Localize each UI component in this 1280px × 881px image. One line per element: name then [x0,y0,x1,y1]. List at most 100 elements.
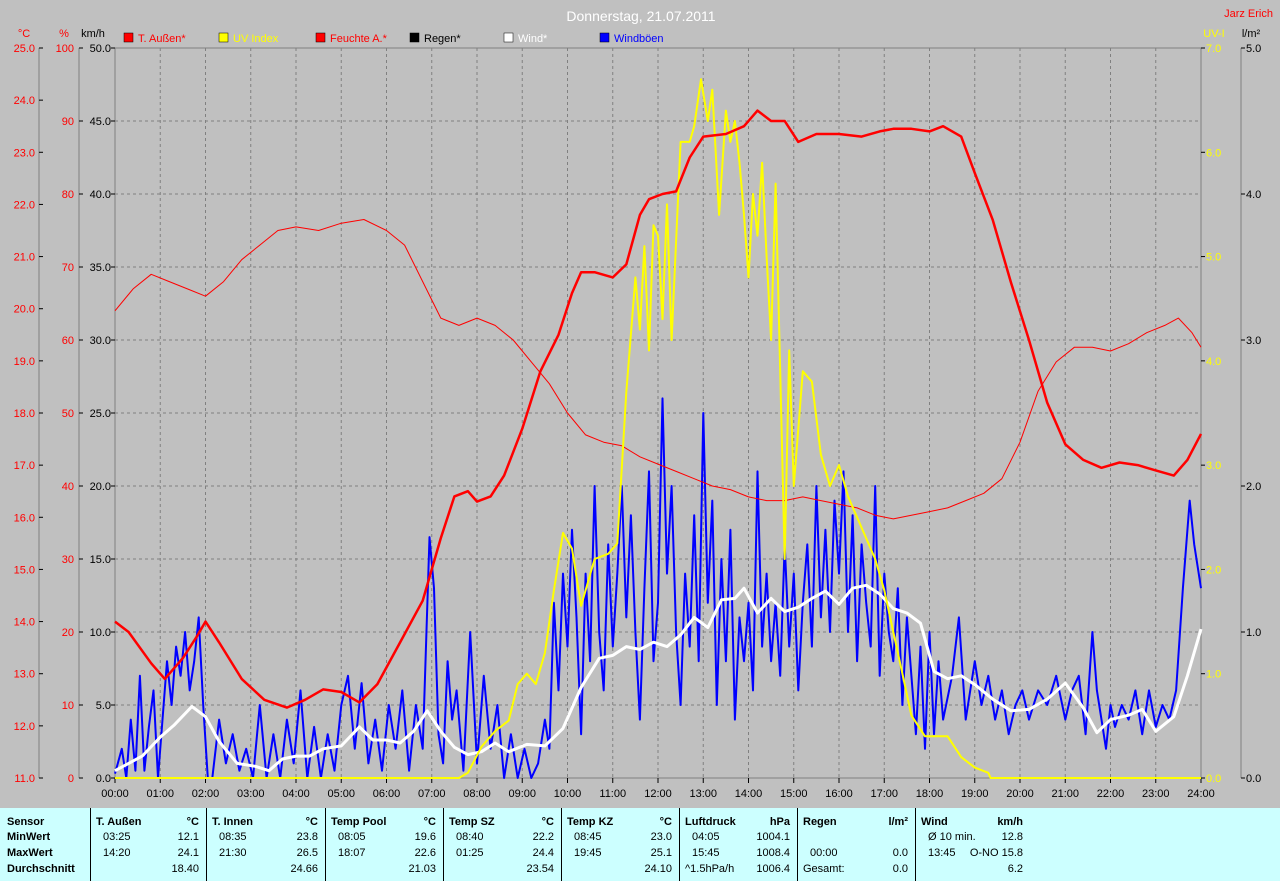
x-tick-label: 11:00 [599,788,626,800]
stats-avg-value: 0.0 [892,863,908,875]
x-tick-label: 20:00 [1006,788,1034,800]
stats-header-column: Sensor MinWert MaxWert Durchschnitt [0,808,90,881]
stats-column-unit: l/m² [888,816,908,828]
stats-header-max: MaxWert [7,847,53,859]
stats-panel: Sensor MinWert MaxWert Durchschnitt T. Außen… [0,808,1280,881]
legend-label: Regen* [424,33,461,45]
x-tick-label: 12:00 [644,788,672,800]
legend-label: T. Außen* [138,33,186,45]
stats-min-value: 23.0 [650,831,672,843]
temp-axis-tick-label: 12.0 [14,721,35,733]
humidity-axis-tick-label: 10 [62,700,74,712]
x-tick-label: 13:00 [689,788,717,800]
stats-column: T. Außen °C 03:25 12.1 14:20 24.1 18.40 [90,808,207,881]
temp-axis-tick-label: 21.0 [14,252,35,264]
stats-max-time: 21:30 [219,847,247,859]
stats-column-unit: hPa [769,816,790,828]
wind-axis-tick-label: 10.0 [90,627,111,639]
uv-axis-tick-label: 6.0 [1206,147,1221,159]
stats-min-value: 12.8 [1001,831,1023,843]
x-tick-label: 05:00 [327,788,355,800]
weather-chart: 00:00 01:00 02:00 03:00 04:00 05:00 06:00 07:00… [13,8,1273,800]
x-tick-label: 24:00 [1187,788,1215,800]
x-tick-label: 06:00 [373,788,401,800]
stats-column-unit: km/h [997,816,1023,828]
wind-axis-tick-label: 0.0 [96,773,111,785]
legend-item: Wind* [503,32,548,45]
temp-axis-tick-label: 11.0 [14,773,35,785]
humidity-axis-tick-label: 100 [56,43,74,55]
temp-axis-tick-label: 22.0 [14,199,35,211]
stats-column: T. Innen °C 08:35 23.8 21:30 26.5 24.66 [206,808,326,881]
stats-max-time: 13:45 [928,847,956,859]
legend-label: Feuchte A.* [330,33,388,45]
x-tick-label: 09:00 [508,788,536,800]
stats-min-time: Ø 10 min. [928,831,976,843]
stats-column: Temp KZ °C 08:45 23.0 19:45 25.1 24.10 [561,808,680,881]
wind-axis-tick-label: 35.0 [90,262,111,274]
stats-max-time: 14:20 [103,847,131,859]
legend-swatch [503,32,514,43]
stats-column-title: Wind [921,816,948,828]
rain-axis-tick-label: 0.0 [1246,773,1261,785]
stats-min-time: 08:05 [338,831,366,843]
uv-unit-label: UV-I [1203,28,1224,40]
series-line-wind [114,397,1202,779]
rain-axis-tick-label: 5.0 [1246,43,1261,55]
legend-swatch [409,32,420,43]
x-tick-label: 19:00 [961,788,989,800]
stats-min-time: 08:35 [219,831,247,843]
stats-min-time: 03:25 [103,831,131,843]
uv-axis-tick-label: 4.0 [1206,356,1221,368]
humidity-axis-tick-label: 30 [62,554,74,566]
stats-min-value: 19.6 [414,831,436,843]
legend-swatch [123,32,134,43]
stats-avg-value: 23.54 [526,863,554,875]
stats-column-title: Luftdruck [685,816,736,828]
stats-max-time: 18:07 [338,847,366,859]
stats-column: Temp Pool °C 08:05 19.6 18:07 22.6 21.03 [325,808,444,881]
stats-max-time: 00:00 [810,847,838,859]
stats-max-time: 19:45 [574,847,602,859]
temp-axis-tick-label: 24.0 [14,95,35,107]
stats-column: Luftdruck hPa 04:05 1004.1 15:45 1008.4 ^1.5hP… [679,808,798,881]
stats-avg-label: ^1.5hPa/h [685,863,735,875]
stats-max-time: 01:25 [456,847,484,859]
legend-item: Regen* [409,32,461,45]
x-tick-label: 16:00 [825,788,853,800]
rain-axis-tick-label: 4.0 [1246,189,1261,201]
stats-column-title: Temp Pool [331,816,387,828]
x-tick-label: 10:00 [554,788,582,800]
humidity-unit-label: % [59,28,69,40]
weather-chart-svg: 00:00 01:00 02:00 03:00 04:00 05:00 06:00 07:00… [14,8,1273,800]
temp-axis-tick-label: 20.0 [14,304,35,316]
temp-axis-tick-label: 18.0 [14,408,35,420]
legend-item: UV Index [218,32,279,45]
series-line-uv [115,78,1201,779]
stats-avg-value: 18.40 [171,863,199,875]
stats-column-unit: °C [659,816,672,828]
legend-label: UV Index [233,33,279,45]
uv-axis-tick-label: 2.0 [1206,564,1221,576]
x-tick-label: 08:00 [463,788,491,800]
humidity-axis-tick-label: 80 [62,189,74,201]
x-tick-label: 04:00 [282,788,310,800]
wind-axis-tick-label: 45.0 [90,116,111,128]
uv-axis-tick-label: 0.0 [1206,773,1221,785]
x-tick-label: 23:00 [1142,788,1170,800]
humidity-axis-tick-label: 0 [68,773,74,785]
stats-column-title: T. Außen [96,816,142,828]
uv-axis-tick-label: 5.0 [1206,252,1221,264]
rain-axis-tick-label: 3.0 [1246,335,1261,347]
humidity-axis-tick-label: 60 [62,335,74,347]
stats-max-value: 1008.4 [756,847,790,859]
stats-min-time: 08:45 [574,831,602,843]
temp-axis-tick-label: 19.0 [14,356,35,368]
axes: 00:00 01:00 02:00 03:00 04:00 05:00 06:00 07:00… [14,28,1262,800]
stats-max-value: 25.1 [650,847,672,859]
wind-axis-tick-label: 25.0 [90,408,111,420]
uv-axis-tick-label: 7.0 [1206,43,1221,55]
stats-min-value: 1004.1 [756,831,790,843]
rain-axis-tick-label: 1.0 [1246,627,1261,639]
stats-avg-value: 21.03 [408,863,436,875]
